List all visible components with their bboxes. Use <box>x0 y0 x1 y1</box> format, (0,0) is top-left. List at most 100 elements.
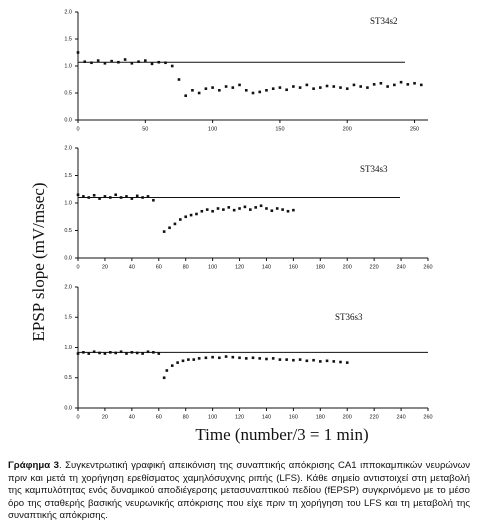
point <box>184 215 187 219</box>
x-tick-label: 60 <box>156 414 162 420</box>
point <box>332 360 336 363</box>
y-tick-label: 0.0 <box>64 255 72 261</box>
point <box>218 89 221 92</box>
point <box>170 364 174 367</box>
point <box>119 350 123 354</box>
point <box>144 59 147 62</box>
point <box>244 357 248 360</box>
x-tick-label: 180 <box>316 264 325 270</box>
point <box>135 194 139 198</box>
x-tick-label: 200 <box>343 414 352 420</box>
point <box>232 208 236 212</box>
point <box>109 351 112 354</box>
x-tick-label: 0 <box>76 414 79 420</box>
y-tick-label: 1.5 <box>64 173 72 179</box>
point <box>325 84 329 88</box>
x-tick-label: 0 <box>76 264 79 270</box>
point <box>92 350 96 354</box>
point <box>76 193 80 197</box>
point <box>103 195 107 198</box>
point <box>319 360 322 363</box>
y-axis-label: EPSP slope (mV/msec) <box>29 183 48 342</box>
caption-text: . Συγκεντρωτική γραφική απεικόνιση της σ… <box>8 460 471 522</box>
x-tick-label: 80 <box>183 264 189 270</box>
x-tick-label: 50 <box>142 126 148 132</box>
x-tick-label: 220 <box>370 264 379 270</box>
point <box>204 87 208 90</box>
point <box>165 369 169 372</box>
point <box>179 218 182 221</box>
point <box>265 357 268 361</box>
point <box>281 208 284 211</box>
point <box>83 60 87 63</box>
y-tick-label: 1.0 <box>64 63 72 69</box>
point <box>386 85 389 88</box>
point <box>195 212 198 216</box>
point <box>218 356 221 360</box>
x-tick-label: 140 <box>262 414 271 420</box>
y-tick-label: 0.5 <box>64 375 72 381</box>
point <box>157 60 161 64</box>
point <box>325 359 329 363</box>
point <box>258 357 262 360</box>
point <box>270 209 274 212</box>
x-tick-label: 260 <box>423 264 432 270</box>
point <box>87 352 91 355</box>
point <box>119 196 123 199</box>
x-tick-label: 80 <box>183 414 189 420</box>
x-tick-label: 250 <box>410 126 419 132</box>
point <box>200 209 204 213</box>
point <box>251 91 255 95</box>
x-tick-label: 240 <box>396 264 405 270</box>
point <box>265 89 268 92</box>
point <box>298 86 302 89</box>
y-tick-label: 1.0 <box>64 200 72 206</box>
point <box>292 85 295 88</box>
x-tick-label: 100 <box>208 126 217 132</box>
point <box>211 209 214 213</box>
point <box>244 89 248 92</box>
point <box>157 352 161 355</box>
point <box>243 205 247 209</box>
x-tick-label: 100 <box>208 414 217 420</box>
y-tick-label: 0.5 <box>64 90 72 96</box>
point <box>187 358 190 361</box>
point <box>168 226 171 230</box>
point <box>305 359 309 363</box>
y-tick-label: 2.0 <box>64 145 72 151</box>
point <box>278 86 282 89</box>
point <box>352 83 356 87</box>
point <box>231 355 235 359</box>
point <box>319 86 322 89</box>
point <box>123 58 127 61</box>
point <box>76 352 80 355</box>
point <box>191 89 194 92</box>
point <box>224 355 228 358</box>
x-tick-label: 200 <box>343 264 352 270</box>
point <box>146 195 150 198</box>
point <box>103 352 107 355</box>
caption-label: Γράφημα 3 <box>8 460 59 471</box>
caption: Γράφημα 3. Συγκεντρωτική γραφική απεικόν… <box>8 460 470 523</box>
point <box>76 51 80 54</box>
point <box>413 81 416 85</box>
x-tick-label: 240 <box>396 414 405 420</box>
point <box>211 355 214 359</box>
point <box>173 222 177 226</box>
point <box>125 195 128 198</box>
point <box>359 85 362 88</box>
point <box>92 194 96 197</box>
point <box>305 83 309 87</box>
point <box>181 359 185 363</box>
point <box>271 87 275 90</box>
x-tick-label: 260 <box>423 414 432 420</box>
point <box>162 230 166 233</box>
point <box>110 59 113 63</box>
point <box>197 91 201 95</box>
point <box>150 62 154 66</box>
y-tick-label: 2.0 <box>64 284 72 290</box>
point <box>114 351 117 355</box>
point <box>419 83 423 87</box>
point <box>345 361 349 364</box>
